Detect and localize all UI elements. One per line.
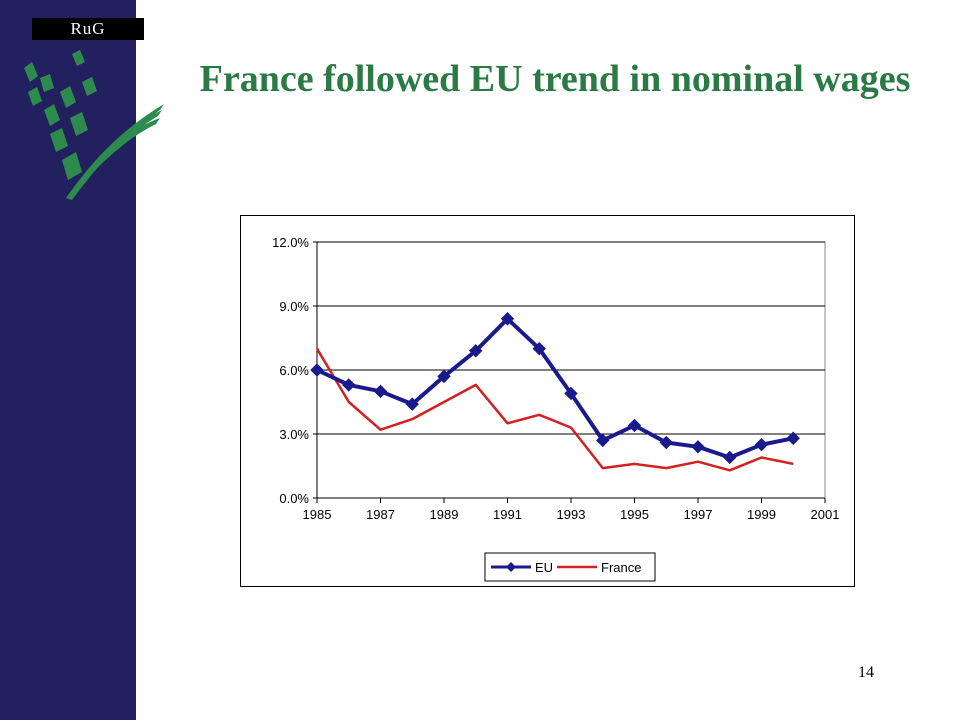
data-point-eu bbox=[627, 418, 642, 433]
y-tick-label: 0.0% bbox=[279, 491, 309, 506]
x-tick-label: 1991 bbox=[493, 507, 522, 522]
line-chart: 0.0% 3.0% 6.0% 9.0% 12.0% 1985 1987 1989 1991 199… bbox=[272, 235, 840, 582]
data-point-eu bbox=[405, 397, 419, 411]
legend-label-france: France bbox=[601, 560, 641, 575]
data-point-eu bbox=[564, 386, 578, 401]
data-point-eu bbox=[310, 363, 324, 377]
data-point-eu bbox=[532, 341, 546, 356]
data-point-eu bbox=[723, 450, 737, 465]
y-tick-label: 6.0% bbox=[279, 363, 309, 378]
data-point-eu bbox=[500, 312, 515, 326]
x-tick-label: 1993 bbox=[557, 507, 586, 522]
page-number: 14 bbox=[858, 664, 874, 681]
rug-logo: RuG bbox=[32, 18, 144, 40]
leaf-logo-icon bbox=[24, 50, 164, 200]
x-tick-label: 1995 bbox=[620, 507, 649, 522]
chart-frame: 0.0% 3.0% 6.0% 9.0% 12.0% 1985 1987 1989 1991 199… bbox=[240, 215, 855, 587]
series-line-france bbox=[315, 348, 794, 472]
y-tick-label: 12.0% bbox=[272, 235, 309, 250]
x-tick-label: 1997 bbox=[684, 507, 713, 522]
data-point-eu bbox=[437, 369, 451, 384]
legend-marker-eu bbox=[506, 562, 516, 572]
series-line-eu bbox=[316, 316, 794, 460]
data-point-eu bbox=[786, 431, 800, 445]
data-point-eu bbox=[691, 440, 705, 454]
data-point-eu bbox=[596, 433, 610, 448]
sidebar: RuG bbox=[0, 0, 164, 720]
data-point-eu bbox=[342, 378, 356, 392]
y-tick-label: 3.0% bbox=[279, 427, 309, 442]
x-tick-label: 1987 bbox=[366, 507, 395, 522]
x-tick-label: 2001 bbox=[811, 507, 840, 522]
data-point-eu bbox=[469, 344, 483, 358]
slide-title: France followed EU trend in nominal wage… bbox=[199, 58, 911, 100]
y-tick-label: 9.0% bbox=[279, 299, 309, 314]
data-point-eu bbox=[659, 435, 673, 450]
x-tick-label: 1985 bbox=[303, 507, 332, 522]
data-point-eu bbox=[754, 437, 769, 452]
data-point-eu bbox=[373, 384, 388, 399]
x-tick-label: 1989 bbox=[430, 507, 459, 522]
legend-label-eu: EU bbox=[535, 560, 553, 575]
x-tick-label: 1999 bbox=[747, 507, 776, 522]
